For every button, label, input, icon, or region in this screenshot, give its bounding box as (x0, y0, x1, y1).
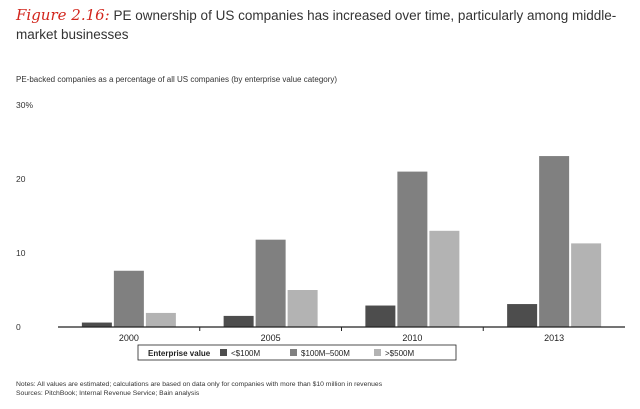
legend: Enterprise value <$100M $100M–500M >$500M (137, 344, 457, 361)
x-tick-label: 2005 (261, 333, 281, 343)
bars (81, 156, 602, 327)
bar (113, 270, 144, 327)
bar (81, 322, 112, 327)
sources-text: Sources: PitchBook; Internal Revenue Ser… (16, 390, 200, 397)
x-axis-ticks: 2000 2005 2010 2013 (119, 327, 564, 343)
y-tick-label: 0 (16, 322, 21, 332)
bar (507, 304, 538, 327)
bar (145, 312, 176, 327)
notes: Notes: All values are estimated; calcula… (16, 380, 382, 398)
legend-swatch (374, 349, 381, 356)
legend-label: <$100M (231, 349, 260, 358)
y-tick-label: 10 (16, 248, 26, 258)
bar (287, 290, 318, 327)
figure-label: Figure 2.16: (16, 6, 110, 24)
bar (223, 315, 254, 327)
x-tick-label: 2010 (402, 333, 422, 343)
bar (539, 156, 570, 327)
legend-label: $100M–500M (301, 349, 350, 358)
x-tick-label: 2013 (544, 333, 564, 343)
figure-title: Figure 2.16: PE ownership of US companie… (16, 6, 628, 44)
bar (255, 239, 286, 327)
x-tick-label: 2000 (119, 333, 139, 343)
bar (397, 171, 428, 327)
chart-subtitle: PE-backed companies as a percentage of a… (16, 75, 338, 84)
legend-swatch (220, 349, 227, 356)
figure-title-text: PE ownership of US companies has increas… (16, 8, 617, 42)
bar (365, 305, 396, 327)
notes-text: Notes: All values are estimated; calcula… (16, 381, 383, 388)
y-axis-ticks: 0 10 20 30% (16, 100, 33, 332)
legend-title: Enterprise value (148, 349, 211, 358)
legend-swatch (290, 349, 297, 356)
y-tick-label: 30% (16, 100, 33, 110)
bar (571, 243, 602, 327)
bar (429, 230, 460, 327)
y-tick-label: 20 (16, 174, 26, 184)
legend-label: >$500M (385, 349, 414, 358)
